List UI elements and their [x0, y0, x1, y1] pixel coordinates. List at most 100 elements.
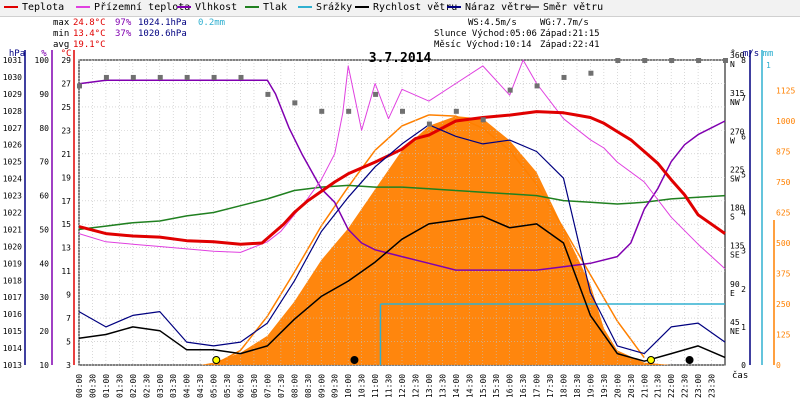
axis-tick-temp: 5 — [66, 338, 71, 347]
x-tick-label: 17:00 — [533, 374, 542, 398]
axis-tick-ms: 1 — [741, 323, 746, 332]
x-tick-label: 04:30 — [196, 374, 205, 398]
axis-tick-pct: 20 — [39, 327, 49, 336]
legend-item-humidity: Vlhkost — [177, 2, 237, 13]
axis-tick-temp: 11 — [61, 267, 71, 276]
winddir-point — [373, 91, 379, 97]
stat-avg-temp: 19.1°C — [73, 40, 106, 50]
x-tick-label: 09:30 — [331, 374, 340, 398]
legend-item-temp: Teplota — [4, 2, 64, 13]
winddir-point — [723, 58, 728, 63]
axis-tick-temp: 21 — [61, 150, 71, 159]
x-tick-label: 01:30 — [115, 374, 124, 398]
x-tick-label: 02:30 — [142, 374, 151, 398]
series-line-wind — [78, 215, 726, 362]
axis-tick-dir: 315 — [730, 89, 745, 98]
axis-tick-dir: 45 — [730, 318, 740, 327]
axis-tick-temp: 23 — [61, 126, 71, 135]
axis-tick-wm2: 250 — [776, 300, 791, 309]
axis-tick-dir: 180 — [730, 204, 745, 213]
axis-tick-hpa: 1013 — [3, 361, 22, 370]
stat-max-temp: 24.8°C — [73, 18, 106, 28]
axis-tick-hpa: 1016 — [3, 310, 22, 319]
winddir-point — [157, 74, 163, 80]
winddir-point — [534, 83, 540, 89]
stat-max-press: 1024.1hPa — [138, 18, 187, 28]
axis-label-hpa: hPa — [9, 49, 25, 59]
axis-tick-pct: 100 — [35, 56, 50, 65]
axis-tick-wm2: 0 — [776, 361, 781, 370]
axis-tick-wm2: 1125 — [776, 87, 795, 96]
axis-label-mm: mm — [763, 49, 774, 59]
legend-item-rain: Srážky — [298, 2, 352, 13]
axis-tick-dir-compass: W — [730, 136, 735, 145]
winddir-point — [561, 74, 567, 80]
stat-max-hum: 97% — [115, 18, 132, 28]
axis-label-pct: % — [41, 49, 47, 59]
legend-item-ground-temp: Přízemní teplota — [76, 2, 190, 13]
axis-tick-pct: 70 — [39, 158, 49, 167]
x-tick-label: 01:00 — [102, 374, 111, 398]
axis-tick-temp: 9 — [66, 291, 71, 300]
axis-tick-hpa: 1026 — [3, 141, 22, 150]
x-tick-label: 19:00 — [586, 374, 595, 398]
axis-tick-temp: 19 — [61, 173, 71, 182]
winddir-point — [103, 74, 109, 80]
axis-tick-hpa: 1030 — [3, 73, 22, 82]
x-tick-label: 05:00 — [210, 374, 219, 398]
stat-min-press: 1020.6hPa — [138, 29, 187, 39]
axis-tick-ms: 2 — [741, 285, 746, 294]
axis-tick-ms: 7 — [741, 94, 746, 103]
stat-moonset: Západ:22:41 — [540, 40, 600, 50]
winddir-point — [696, 58, 702, 63]
x-tick-label: 09:00 — [317, 374, 326, 398]
x-tick-label: 12:00 — [398, 374, 407, 398]
axis-tick-hpa: 1021 — [3, 225, 22, 234]
axis-tick-hpa: 1018 — [3, 276, 22, 285]
series-line-gust — [78, 124, 726, 355]
axis-tick-dir-compass: SW — [730, 174, 740, 183]
chart-title: 3.7.2014 — [369, 51, 432, 66]
x-tick-label: 10:30 — [358, 374, 367, 398]
axis-tick-hpa: 1025 — [3, 158, 22, 167]
axis-tick-wm2: 875 — [776, 148, 791, 157]
x-tick-label: 23:30 — [708, 374, 717, 398]
axis-label-temp: °C — [61, 49, 72, 59]
moonrise-marker — [350, 356, 359, 364]
series-line-humidity — [78, 79, 726, 271]
axis-tick-hpa: 1024 — [3, 175, 22, 184]
winddir-point — [265, 91, 271, 97]
axis-tick-hpa: 1019 — [3, 259, 22, 268]
axis-tick-mm: 1 — [766, 61, 771, 70]
x-tick-label: 11:00 — [371, 374, 380, 398]
winddir-point — [453, 108, 459, 114]
x-tick-label: 22:30 — [681, 374, 690, 398]
axis-tick-hpa: 1020 — [3, 242, 22, 251]
axis-tick-dir-compass: E — [730, 289, 735, 298]
x-tick-label: 18:30 — [573, 374, 582, 398]
winddir-point — [480, 117, 486, 123]
axis-tick-dir: 135 — [730, 242, 745, 251]
axis-tick-hpa: 1028 — [3, 107, 22, 116]
axis-tick-hpa: 1022 — [3, 209, 22, 218]
x-tick-label: 07:30 — [277, 374, 286, 398]
axis-tick-dir-compass: NW — [730, 98, 740, 107]
axis-tick-dir-compass: S — [730, 213, 735, 222]
axis-tick-hpa: 1029 — [3, 90, 22, 99]
x-tick-label: 03:30 — [169, 374, 178, 398]
winddir-point — [319, 108, 325, 114]
winddir-point — [400, 108, 405, 114]
axis-tick-pct: 90 — [39, 90, 49, 99]
x-tick-label: 08:30 — [304, 374, 313, 398]
x-tick-label: 14:00 — [452, 374, 461, 398]
axis-tick-pct: 30 — [39, 293, 49, 302]
axis-tick-wm2: 1000 — [776, 117, 795, 126]
axis-tick-wm2: 750 — [776, 178, 791, 187]
axis-tick-hpa: 1015 — [3, 327, 22, 336]
axis-tick-temp: 15 — [61, 220, 71, 229]
stat-min-temp: 13.4°C — [73, 29, 106, 39]
stat-max-label: max — [53, 18, 70, 28]
x-tick-label: 16:30 — [519, 374, 528, 398]
axis-tick-ms: 5 — [741, 170, 746, 179]
axis-tick-hpa: 1014 — [3, 344, 22, 353]
